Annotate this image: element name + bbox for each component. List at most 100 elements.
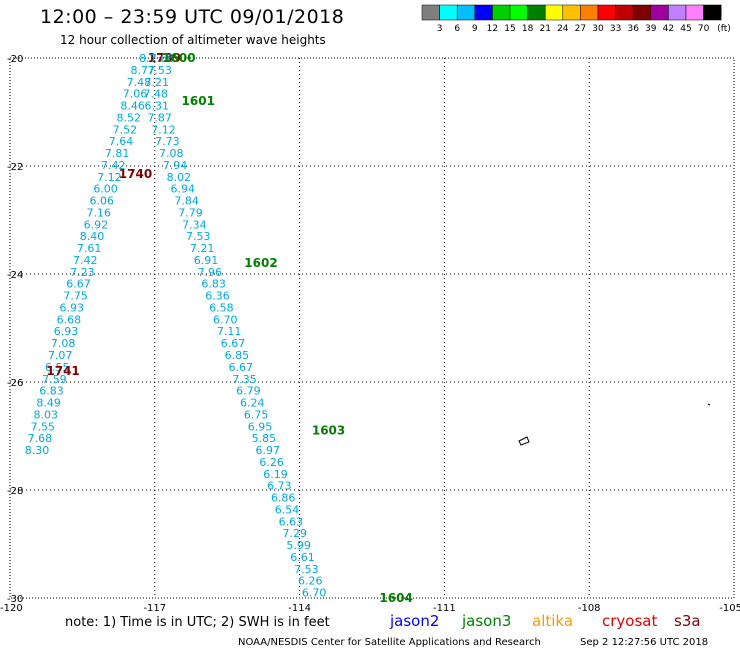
colorbar-swatch bbox=[685, 4, 704, 21]
wave-height-value: 6.61 bbox=[290, 551, 315, 564]
colorbar-tick: 3 bbox=[437, 24, 443, 34]
y-tick-label: -30 bbox=[7, 594, 23, 605]
wave-height-value: 6.70 bbox=[213, 313, 238, 326]
mission-legend-s3a: s3a bbox=[674, 612, 701, 630]
x-tick-label: -105 bbox=[719, 603, 740, 614]
wave-height-value: 7.53 bbox=[186, 230, 211, 243]
wave-height-value: 7.96 bbox=[198, 266, 223, 279]
wave-height-value: 6.93 bbox=[54, 325, 79, 338]
island-shape bbox=[518, 436, 530, 446]
wave-height-value: 7.35 bbox=[232, 373, 257, 386]
wave-height-value: 6.26 bbox=[259, 456, 284, 469]
wave-height-value: 7.48 bbox=[127, 76, 152, 89]
chart-title: 12:00 – 23:59 UTC 09/01/2018 bbox=[40, 6, 345, 28]
pass-time-label: 1741 bbox=[46, 364, 79, 378]
colorbar-tick: 39 bbox=[645, 24, 657, 34]
wave-height-value: 7.53 bbox=[294, 563, 319, 576]
wave-height-value: 7.84 bbox=[174, 195, 199, 208]
colorbar-swatch bbox=[668, 4, 687, 21]
wave-height-value: 7.87 bbox=[147, 111, 172, 124]
wave-height-value: 6.91 bbox=[194, 254, 219, 267]
wave-height-value: 7.81 bbox=[105, 147, 130, 160]
wave-height-value: 8.49 bbox=[36, 397, 61, 410]
colorbar-swatch bbox=[474, 4, 493, 21]
colorbar-tick: 9 bbox=[472, 24, 478, 34]
wave-height-value: 6.68 bbox=[57, 313, 82, 326]
pass-time-label: 1739 bbox=[148, 51, 181, 65]
wave-height-value: 7.73 bbox=[155, 135, 180, 148]
colorbar-tick: 27 bbox=[575, 24, 586, 34]
wave-height-value: 7.07 bbox=[48, 349, 73, 362]
wave-height-value: 7.12 bbox=[151, 123, 176, 136]
wave-height-value: 6.94 bbox=[171, 183, 196, 196]
wave-height-value: 6.63 bbox=[279, 515, 304, 528]
wave-height-value: 6.79 bbox=[236, 385, 261, 398]
wave-height-value: 7.08 bbox=[51, 337, 76, 350]
y-tick-label: -28 bbox=[7, 486, 23, 497]
colorbar-swatch bbox=[509, 4, 528, 21]
wave-height-value: 8.52 bbox=[116, 111, 141, 124]
wave-height-value: 7.61 bbox=[77, 242, 102, 255]
y-tick-label: -22 bbox=[7, 162, 23, 173]
pass-time-label: 1601 bbox=[182, 94, 215, 108]
colorbar-swatch bbox=[597, 4, 616, 21]
wave-height-value: 6.55 bbox=[45, 361, 70, 374]
footer-credit: NOAA/NESDIS Center for Satellite Applica… bbox=[238, 637, 541, 648]
wave-height-value: 6.73 bbox=[267, 480, 292, 493]
colorbar-swatch bbox=[703, 4, 722, 21]
wave-height-value: 6.86 bbox=[271, 492, 296, 505]
pass-time-label: 1600 bbox=[162, 51, 195, 65]
colorbar-swatch bbox=[439, 4, 458, 21]
wave-height-value: 7.21 bbox=[144, 76, 169, 89]
x-tick-label: -108 bbox=[578, 603, 601, 614]
y-tick-label: -26 bbox=[7, 378, 23, 389]
wave-height-value: 6.83 bbox=[39, 385, 64, 398]
wave-height-value: 8.77 bbox=[130, 64, 155, 77]
mission-legend-cryosat: cryosat bbox=[602, 612, 657, 630]
y-tick-label: -20 bbox=[7, 54, 23, 65]
x-tick-label: -117 bbox=[143, 603, 166, 614]
wave-height-value: 7.48 bbox=[144, 88, 169, 101]
wave-height-value: 7.42 bbox=[73, 254, 98, 267]
wave-height-value: 6.24 bbox=[240, 397, 265, 410]
colorbar-swatch bbox=[544, 4, 564, 21]
x-tick-label: -114 bbox=[288, 603, 311, 614]
wave-height-value: 7.55 bbox=[31, 420, 56, 433]
wave-height-value: 6.85 bbox=[225, 349, 250, 362]
wave-height-value: 6.83 bbox=[201, 278, 226, 291]
wave-height-value: 7.68 bbox=[28, 432, 53, 445]
colorbar-swatch bbox=[580, 4, 599, 21]
y-tick-label: -24 bbox=[7, 270, 23, 281]
wave-height-value: 6.00 bbox=[93, 183, 118, 196]
wave-height-value: 6.58 bbox=[209, 301, 234, 314]
colorbar-swatch bbox=[492, 4, 511, 21]
wave-height-value: 7.75 bbox=[63, 290, 88, 303]
mission-legend-jason2: jason2 bbox=[389, 612, 439, 630]
x-tick-label: -120 bbox=[0, 603, 23, 614]
wave-height-value: 5.99 bbox=[286, 539, 311, 552]
island-shape bbox=[707, 403, 711, 406]
wave-height-value: 6.19 bbox=[263, 468, 288, 481]
wave-height-value: 6.75 bbox=[244, 408, 269, 421]
wave-height-value: 7.94 bbox=[163, 159, 188, 172]
colorbar-swatch bbox=[650, 4, 669, 21]
chart-subtitle: 12 hour collection of altimeter wave hei… bbox=[60, 33, 326, 47]
wave-height-value: 7.23 bbox=[70, 266, 95, 279]
wave-height-value: 7.06 bbox=[123, 88, 148, 101]
colorbar-tick: 30 bbox=[592, 24, 604, 34]
wave-height-value: 7.16 bbox=[87, 206, 112, 219]
footer-timestamp: Sep 2 12:27:56 UTC 2018 bbox=[580, 637, 708, 648]
colorbar-tick: 33 bbox=[610, 24, 621, 34]
colorbar-swatch bbox=[456, 4, 476, 21]
wave-height-value: 6.26 bbox=[298, 575, 323, 588]
colorbar-swatch bbox=[615, 4, 634, 21]
wave-height-value: 7.08 bbox=[159, 147, 184, 160]
wave-height-value: 5.85 bbox=[252, 432, 277, 445]
colorbar-swatch bbox=[562, 4, 581, 21]
wave-height-value: 6.67 bbox=[66, 278, 91, 291]
pass-time-label: 1740 bbox=[119, 167, 152, 181]
wave-height-value: 6.31 bbox=[144, 100, 169, 113]
wave-height-value: 7.29 bbox=[283, 527, 308, 540]
wave-height-value: 6.54 bbox=[275, 503, 300, 516]
